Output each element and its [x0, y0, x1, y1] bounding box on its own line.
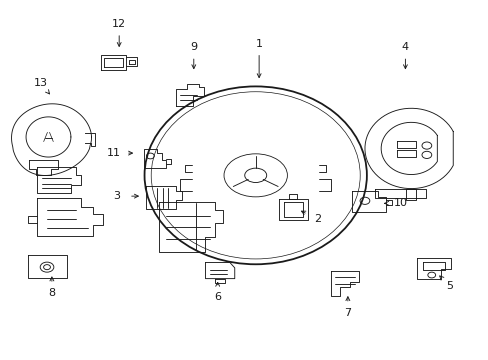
- Text: 11: 11: [106, 148, 121, 158]
- Text: 9: 9: [190, 42, 197, 52]
- Text: 12: 12: [112, 19, 126, 29]
- Text: 7: 7: [344, 308, 351, 318]
- Text: 4: 4: [401, 42, 408, 52]
- Text: 5: 5: [445, 281, 452, 291]
- Text: 8: 8: [48, 288, 55, 298]
- Text: 1: 1: [255, 39, 262, 49]
- Text: 10: 10: [393, 198, 407, 208]
- Text: 6: 6: [214, 292, 221, 302]
- Text: 13: 13: [34, 78, 48, 88]
- Text: 3: 3: [113, 191, 120, 201]
- Text: 2: 2: [313, 215, 321, 224]
